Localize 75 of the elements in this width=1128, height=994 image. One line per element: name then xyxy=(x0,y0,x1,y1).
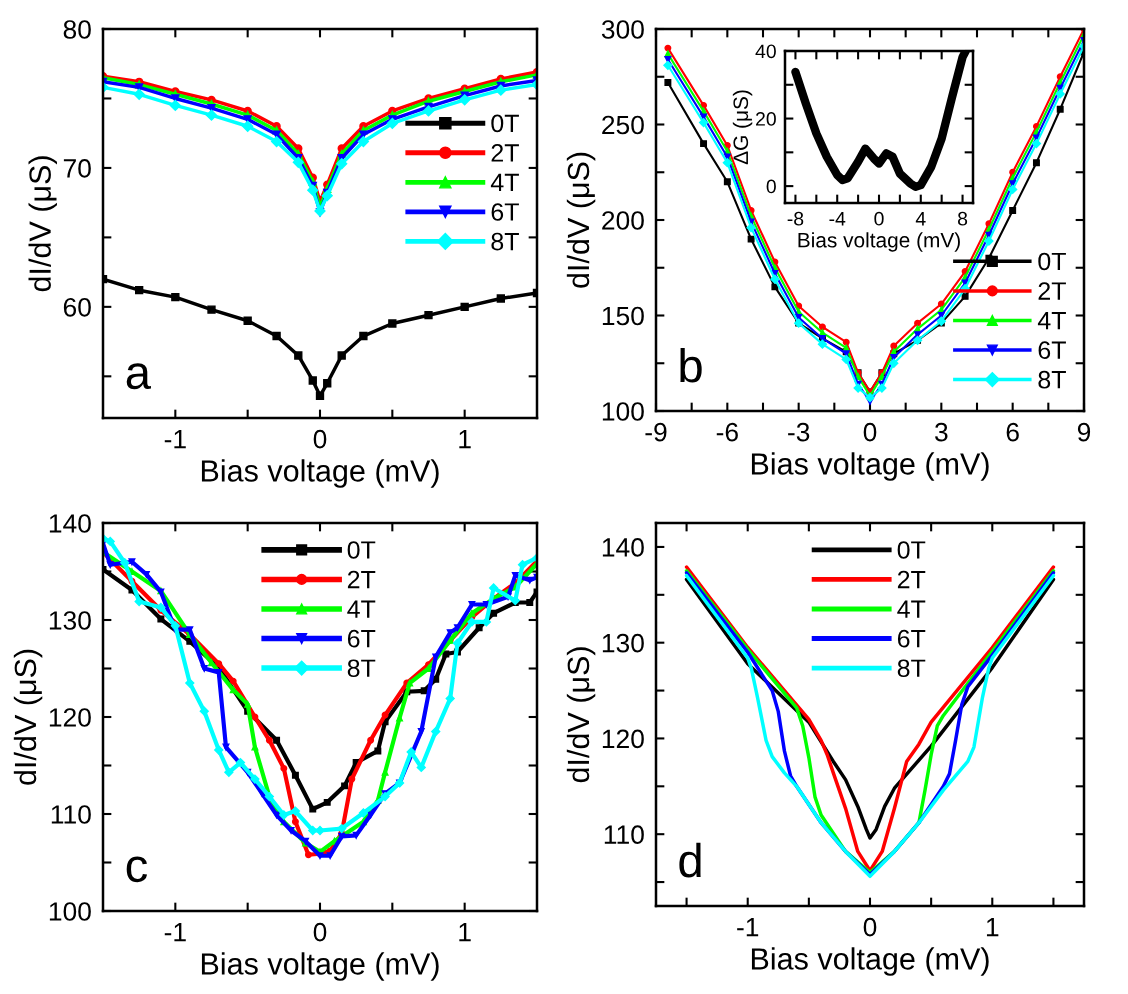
y-tick-label: 250 xyxy=(602,115,644,135)
legend-label: 2T xyxy=(1038,282,1066,300)
legend-label: 8T xyxy=(897,659,926,678)
legend-label: 6T xyxy=(491,203,519,221)
legend-label: 6T xyxy=(347,629,376,648)
y-tick-label: 140 xyxy=(49,514,91,533)
y-tick-label: 100 xyxy=(602,402,644,421)
x-tick-label: -3 xyxy=(788,422,810,442)
x-tick-label: 1 xyxy=(986,918,999,937)
legend-label: 4T xyxy=(490,173,519,192)
legend-label: 0T xyxy=(897,541,926,559)
x-tick-label: -4 xyxy=(829,212,846,226)
legend-label: 4T xyxy=(897,600,926,618)
y-tick-label: 120 xyxy=(602,729,644,749)
annotation: c xyxy=(126,856,148,883)
x-tick-label: 9 xyxy=(1077,422,1091,442)
x-tick-label: -6 xyxy=(716,422,738,442)
x-tick-label: 0 xyxy=(874,211,884,226)
x-tick-label: 0 xyxy=(863,917,877,937)
y-tick-label: 60 xyxy=(63,297,91,317)
legend-label: 0T xyxy=(347,541,376,559)
y-tick-label: 300 xyxy=(601,20,644,39)
y-axis-title: dI/dV (μS) xyxy=(566,152,596,288)
x-tick-label: 0 xyxy=(313,922,327,942)
y-tick-label: 70 xyxy=(63,159,91,178)
x-tick-label: 4 xyxy=(915,212,926,226)
y-axis-title: dI/dV (μS) xyxy=(28,156,57,292)
y-tick-label: 130 xyxy=(602,633,644,653)
legend-label: 0T xyxy=(491,114,519,133)
y-tick-label: 0 xyxy=(766,179,776,194)
x-axis-title: Bias voltage (mV) xyxy=(201,952,439,981)
x-axis-title: Bias voltage (mV) xyxy=(798,232,960,252)
legend-label: 8T xyxy=(1038,370,1066,389)
y-axis-title: ΔG (μS) xyxy=(732,90,753,165)
annotation: b xyxy=(680,347,702,383)
y-axis-title: dI/dV (μS) xyxy=(13,649,43,785)
y-tick-label: 150 xyxy=(602,306,644,326)
y-tick-label: 100 xyxy=(49,902,91,921)
x-axis-title: Bias voltage (mV) xyxy=(751,452,989,481)
x-tick-label: -1 xyxy=(164,430,186,449)
x-tick-label: 6 xyxy=(1006,422,1019,442)
y-tick-label: 20 xyxy=(756,112,776,126)
legend-label: 0T xyxy=(1038,252,1066,271)
x-tick-label: 3 xyxy=(935,422,948,442)
x-tick-label: -1 xyxy=(164,923,186,942)
y-tick-label: 40 xyxy=(755,44,776,59)
y-tick-label: 120 xyxy=(49,708,91,727)
x-tick-label: 0 xyxy=(863,422,877,442)
x-tick-label: 0 xyxy=(313,429,327,449)
legend-label: 6T xyxy=(897,629,926,648)
legend-label: 8T xyxy=(491,232,519,251)
x-tick-label: 8 xyxy=(957,211,968,226)
x-axis-title: Bias voltage (mV) xyxy=(201,459,439,488)
y-axis-title: dI/dV (μS) xyxy=(566,647,596,783)
x-tick-label: 1 xyxy=(459,923,471,942)
x-axis-title: Bias voltage (mV) xyxy=(751,947,989,976)
y-tick-label: 200 xyxy=(602,211,644,230)
legend-label: 4T xyxy=(347,600,376,618)
x-tick-label: -8 xyxy=(787,211,804,226)
y-tick-label: 110 xyxy=(604,825,644,845)
x-tick-label: -1 xyxy=(737,918,759,937)
annotation: d xyxy=(679,842,701,878)
y-tick-label: 110 xyxy=(51,805,91,824)
legend-label: 8T xyxy=(347,659,376,678)
legend-label: 2T xyxy=(897,570,926,589)
legend-label: 4T xyxy=(1037,312,1066,330)
legend-label: 6T xyxy=(1038,341,1066,359)
y-tick-label: 140 xyxy=(602,538,644,557)
y-tick-label: 130 xyxy=(49,611,91,630)
annotation: a xyxy=(126,363,151,390)
legend-label: 2T xyxy=(347,570,376,589)
x-tick-label: 1 xyxy=(459,430,471,449)
y-tick-label: 80 xyxy=(63,20,91,39)
x-tick-label: -9 xyxy=(645,422,667,442)
legend-label: 2T xyxy=(491,144,519,162)
